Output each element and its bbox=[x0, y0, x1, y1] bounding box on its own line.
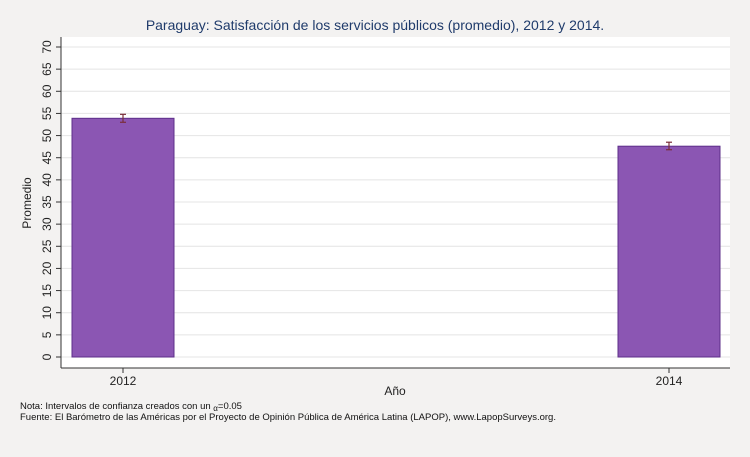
y-axis-title: Promedio bbox=[20, 177, 34, 229]
error-bar bbox=[120, 113, 126, 123]
y-tick-label: 10 bbox=[40, 306, 54, 320]
y-tick-label: 60 bbox=[40, 84, 54, 98]
y-tick-label: 15 bbox=[40, 284, 54, 298]
y-tick-label: 0 bbox=[40, 353, 54, 360]
bars bbox=[71, 117, 721, 358]
confidence-note-suffix: =0.05 bbox=[218, 401, 242, 412]
confidence-note-prefix: Nota: Intervalos de confianza creados co… bbox=[20, 401, 213, 412]
x-tick-label: 2014 bbox=[656, 374, 683, 388]
y-tick-label: 5 bbox=[40, 331, 54, 338]
y-tick-label: 45 bbox=[40, 151, 54, 165]
chart-title: Paraguay: Satisfacción de los servicios … bbox=[146, 17, 604, 33]
error-bars bbox=[120, 113, 672, 151]
x-ticks: 2012 2014 bbox=[110, 368, 683, 388]
y-tick-label: 40 bbox=[40, 173, 54, 187]
y-tick-label: 30 bbox=[40, 217, 54, 231]
x-axis-title: Año bbox=[384, 384, 406, 398]
confidence-note-alpha: α bbox=[213, 404, 218, 413]
confidence-note: Nota: Intervalos de confianza creados co… bbox=[20, 401, 242, 413]
y-tick-label: 20 bbox=[40, 261, 54, 275]
y-ticks: 0 5 10 15 20 25 30 35 40 45 50 55 60 65 70 bbox=[40, 40, 61, 360]
source-note: Fuente: El Barómetro de las Américas por… bbox=[20, 412, 556, 423]
y-tick-label: 65 bbox=[40, 62, 54, 76]
y-tick-label: 70 bbox=[40, 40, 54, 54]
y-tick-label: 50 bbox=[40, 129, 54, 143]
y-tick-label: 35 bbox=[40, 195, 54, 209]
x-tick-label: 2012 bbox=[110, 374, 137, 388]
error-bar bbox=[666, 141, 672, 151]
bar bbox=[617, 145, 721, 358]
y-tick-label: 55 bbox=[40, 106, 54, 120]
bar bbox=[71, 117, 175, 358]
y-tick-label: 25 bbox=[40, 239, 54, 253]
